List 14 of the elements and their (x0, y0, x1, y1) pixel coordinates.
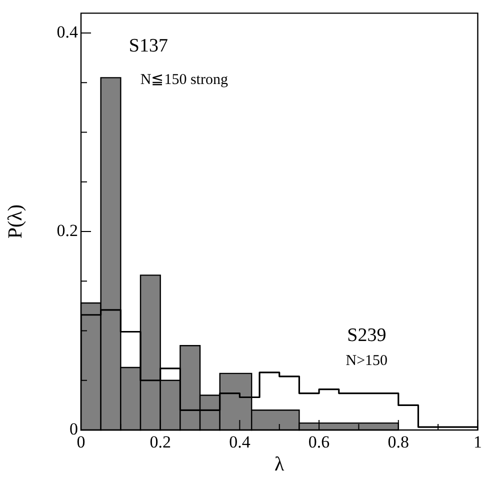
x-axis-title: λ (274, 453, 285, 476)
x-tick-label: 0.4 (229, 432, 251, 452)
text: S239 (347, 325, 386, 346)
y-tick-label: 0.2 (56, 220, 78, 240)
series-label: S137 (128, 36, 168, 57)
y-axis-title: P(λ) (4, 204, 26, 239)
x-tick-label: 0.8 (388, 432, 410, 452)
y-tick-label: 0.4 (56, 22, 78, 42)
x-tick-label: 0.2 (150, 432, 171, 452)
annotation: N≦150 strong (140, 72, 228, 88)
y-tick-label: 0 (70, 419, 78, 438)
annotation: N>150 (346, 353, 388, 370)
x-tick-label: 0.6 (308, 432, 330, 452)
x-tick-label: 1 (474, 432, 482, 452)
